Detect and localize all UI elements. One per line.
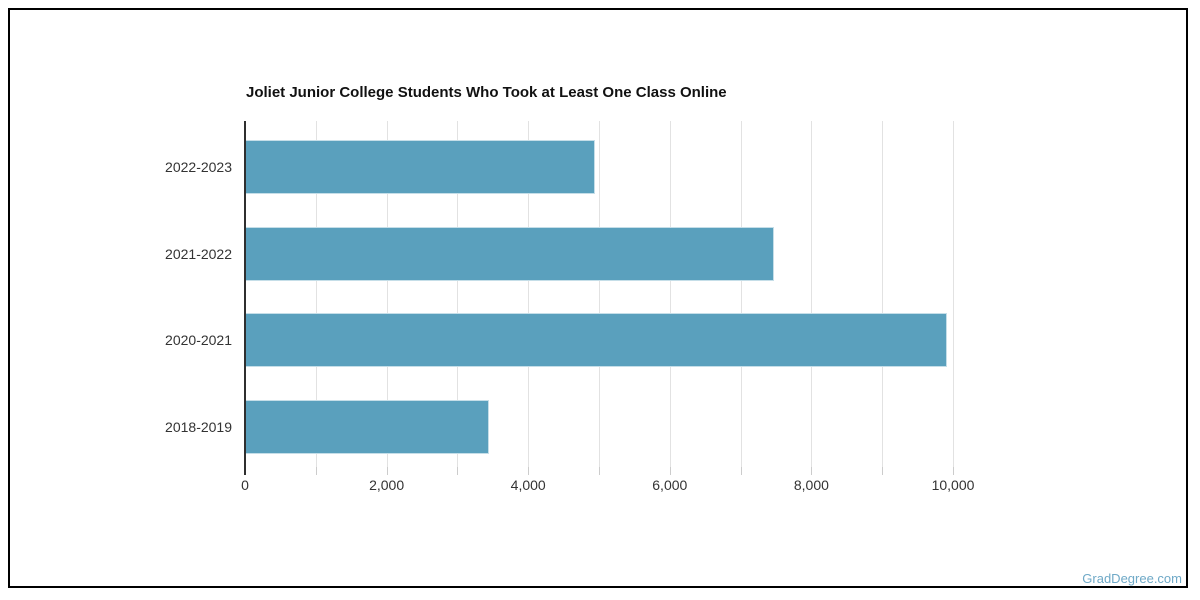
x-axis-tick (882, 467, 884, 475)
x-axis-tick-label: 8,000 (793, 477, 829, 493)
gridline (315, 121, 317, 467)
gridline (882, 121, 884, 467)
y-axis-line (244, 121, 246, 467)
gridline (457, 121, 459, 467)
watermark-link[interactable]: GradDegree.com (1082, 571, 1182, 586)
chart-title: Joliet Junior College Students Who Took … (246, 84, 727, 101)
gridline (599, 121, 600, 467)
x-axis-tick (244, 467, 246, 475)
gridline (811, 121, 813, 467)
x-axis-tick (386, 467, 388, 475)
bar-2021-2022[interactable] (245, 226, 774, 281)
x-axis-tick (669, 467, 671, 475)
x-axis-tick-label: 2,000 (369, 477, 405, 493)
gridline (669, 121, 671, 467)
gridline (740, 121, 742, 467)
bar-2018-2019[interactable] (245, 399, 489, 454)
x-axis-tick (315, 467, 317, 475)
y-axis-category-label: 2021-2022 (165, 245, 232, 262)
x-axis-tick-label: 0 (241, 477, 249, 493)
x-axis-tick (457, 467, 459, 475)
x-axis-tick-label: 6,000 (652, 477, 688, 493)
bar-2022-2023[interactable] (245, 140, 596, 194)
bar-2020-2021[interactable] (245, 313, 948, 367)
gridline (953, 121, 954, 467)
x-axis-tick (599, 467, 600, 475)
y-axis-category-label: 2020-2021 (165, 332, 232, 348)
y-axis-category-label: 2018-2019 (165, 418, 232, 435)
x-axis-tick (528, 467, 530, 475)
x-axis-tick (953, 467, 954, 475)
x-axis-tick (740, 467, 742, 475)
gridline (528, 121, 530, 467)
y-axis-category-label: 2022-2023 (165, 159, 232, 175)
x-axis-tick-label: 10,000 (931, 477, 975, 493)
plot-area: 0 2,000 4,000 6,000 8,000 10,000 2022-2023 2021… (165, 121, 974, 493)
x-axis-tick (811, 467, 813, 475)
gridline (386, 121, 388, 467)
x-axis-tick-label: 4,000 (510, 477, 546, 493)
